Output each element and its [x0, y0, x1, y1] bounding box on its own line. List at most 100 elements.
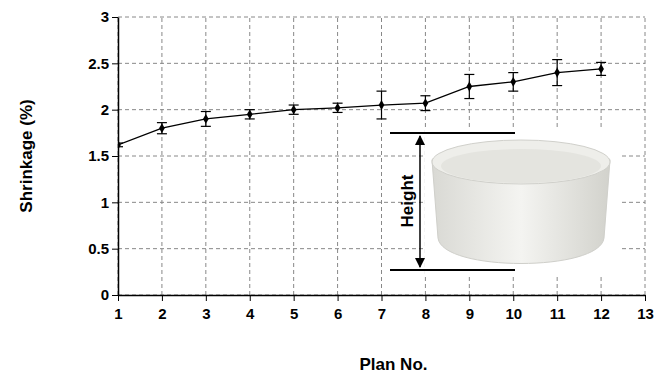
x-tick: 9: [466, 295, 474, 322]
x-tick-label: 10: [505, 305, 522, 322]
grid-line-y: [118, 63, 645, 64]
data-point: [423, 98, 429, 108]
x-tick-label: 4: [246, 305, 255, 322]
x-tick-label: 12: [593, 305, 610, 322]
x-tick-label: 7: [378, 305, 386, 322]
x-axis: 12345678910111213: [114, 295, 654, 322]
error-bar: [333, 103, 343, 112]
x-tick: 5: [290, 295, 298, 322]
x-tick-label: 2: [158, 305, 166, 322]
x-tick: 2: [158, 295, 166, 322]
data-point: [203, 114, 209, 124]
data-point: [554, 68, 560, 78]
y-tick: 2.5: [88, 55, 118, 72]
x-tick: 11: [550, 295, 566, 322]
y-tick-label: 2: [101, 101, 109, 118]
y-tick: 0.5: [88, 240, 118, 257]
x-tick-label: 11: [550, 305, 566, 322]
error-bar-cap: [201, 126, 211, 127]
error-bar-cap: [596, 75, 606, 76]
error-bar-cap: [157, 133, 167, 134]
height-top-line: [390, 132, 515, 134]
error-bar-cap: [596, 62, 606, 63]
x-tick-mark: [338, 295, 339, 301]
error-bar-cap: [377, 118, 387, 119]
x-tick-mark: [250, 295, 251, 301]
y-tick-mark: [112, 17, 118, 18]
error-bar: [377, 91, 387, 119]
grid: [118, 17, 645, 295]
x-tick: 13: [637, 295, 654, 322]
error-bar-cap: [552, 59, 562, 60]
height-arrow: [390, 133, 515, 270]
x-tick-mark: [162, 295, 163, 301]
x-tick: 6: [334, 295, 342, 322]
x-tick-mark: [513, 295, 514, 301]
data-point: [379, 100, 385, 110]
y-tick: 2: [101, 101, 118, 118]
y-tick-mark: [112, 249, 118, 250]
grid-line-x: [381, 17, 382, 295]
x-tick-label: 6: [334, 305, 342, 322]
error-bar: [289, 105, 299, 114]
y-tick-mark: [112, 295, 118, 296]
x-tick-mark: [557, 295, 558, 301]
error-bar-cap: [552, 85, 562, 86]
data-point: [598, 64, 604, 74]
error-bar: [464, 74, 474, 98]
error-bar: [245, 110, 255, 119]
data-point: [247, 109, 253, 119]
x-tick-label: 5: [290, 305, 298, 322]
y-tick-mark: [112, 202, 118, 203]
x-tick-mark: [382, 295, 383, 301]
markers: [118, 64, 604, 150]
height-arrow-line: [419, 136, 421, 267]
x-tick: 3: [202, 295, 210, 322]
x-tick: 4: [246, 295, 255, 322]
x-tick: 1: [114, 295, 122, 322]
data-point: [159, 123, 165, 133]
error-bar: [420, 96, 430, 111]
error-bar: [508, 73, 518, 92]
inset-image: [425, 130, 620, 275]
inset-background: [425, 130, 620, 275]
data-point: [291, 105, 297, 115]
error-bar-cap: [201, 111, 211, 112]
y-tick-label: 2.5: [88, 55, 109, 72]
height-bottom-line: [390, 269, 515, 271]
x-tick-mark: [645, 295, 646, 301]
x-tick: 12: [593, 295, 610, 322]
grid-line-y: [118, 17, 645, 18]
y-axis: 00.511.522.53: [88, 8, 118, 303]
x-tick-mark: [206, 295, 207, 301]
y-axis-title: Shrinkage (%): [17, 99, 36, 212]
data-line: [118, 69, 601, 145]
error-bar: [596, 62, 606, 75]
data-point: [466, 82, 472, 92]
error-bars: [118, 60, 606, 147]
y-tick: 1.5: [88, 147, 118, 164]
error-bar-cap: [508, 91, 518, 92]
error-bar: [552, 60, 562, 86]
y-tick-label: 0.5: [88, 240, 109, 257]
x-tick-mark: [118, 295, 119, 301]
data-point: [118, 140, 121, 150]
x-tick-label: 9: [466, 305, 474, 322]
x-tick-mark: [601, 295, 602, 301]
y-tick-mark: [112, 156, 118, 157]
plot-area: [118, 60, 606, 150]
error-bar-cap: [420, 110, 430, 111]
bowl-rim: [432, 140, 610, 184]
data-point: [335, 103, 341, 113]
x-tick-mark: [425, 295, 426, 301]
x-tick-label: 1: [114, 305, 122, 322]
x-tick-label: 3: [202, 305, 210, 322]
x-tick: 8: [422, 295, 430, 322]
x-tick: 10: [505, 295, 522, 322]
error-bar-cap: [420, 95, 430, 96]
y-tick: 3: [101, 8, 118, 25]
y-tick: 0: [101, 286, 118, 303]
x-tick-mark: [469, 295, 470, 301]
x-tick-mark: [294, 295, 295, 301]
bowl-inner: [441, 149, 601, 183]
